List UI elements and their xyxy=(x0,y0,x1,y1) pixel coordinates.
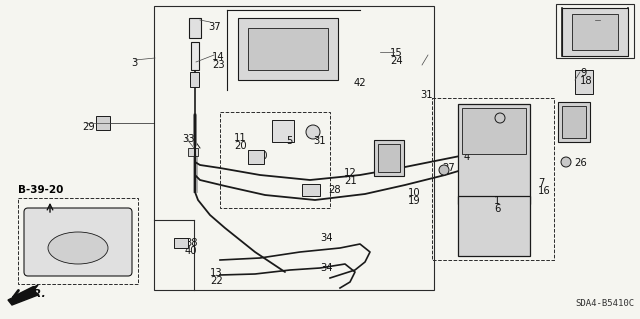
Text: 5: 5 xyxy=(286,136,292,146)
Text: 29: 29 xyxy=(82,122,95,132)
Text: 4: 4 xyxy=(464,152,470,162)
Circle shape xyxy=(561,157,571,167)
Bar xyxy=(220,112,330,208)
Text: 13: 13 xyxy=(210,268,223,278)
Bar xyxy=(191,42,199,70)
Text: 37: 37 xyxy=(208,22,221,32)
Text: 14: 14 xyxy=(212,52,225,62)
Text: 18: 18 xyxy=(580,76,593,86)
Bar xyxy=(96,116,110,130)
Text: 12: 12 xyxy=(344,168,356,178)
Text: 22: 22 xyxy=(210,276,223,286)
Text: 17: 17 xyxy=(510,144,523,154)
Bar xyxy=(562,8,628,56)
Text: 31: 31 xyxy=(420,90,433,100)
Text: 24: 24 xyxy=(390,56,403,66)
FancyBboxPatch shape xyxy=(24,208,132,276)
Circle shape xyxy=(439,165,449,175)
Text: B-39-20: B-39-20 xyxy=(18,185,63,195)
Bar xyxy=(562,106,586,138)
Bar xyxy=(272,120,294,142)
Bar xyxy=(238,18,338,80)
Text: 4: 4 xyxy=(464,110,470,120)
Text: 42: 42 xyxy=(354,78,367,88)
Bar xyxy=(575,70,593,94)
Text: 34: 34 xyxy=(320,233,333,243)
Text: 19: 19 xyxy=(408,196,420,206)
Text: 6: 6 xyxy=(494,204,500,214)
Bar xyxy=(248,150,264,164)
Bar xyxy=(18,198,138,284)
Bar xyxy=(154,6,434,290)
Text: 26: 26 xyxy=(574,158,587,168)
Bar xyxy=(572,14,618,50)
Text: 3: 3 xyxy=(131,58,137,68)
Text: 28: 28 xyxy=(328,185,340,195)
Bar xyxy=(190,72,199,87)
Text: 9: 9 xyxy=(580,68,586,78)
Bar xyxy=(462,108,526,154)
Text: 31: 31 xyxy=(313,136,326,146)
Bar xyxy=(302,184,320,196)
Bar xyxy=(189,18,201,38)
Circle shape xyxy=(495,113,505,123)
Text: 27: 27 xyxy=(442,163,455,173)
Text: 20: 20 xyxy=(234,141,246,151)
Circle shape xyxy=(306,125,320,139)
Ellipse shape xyxy=(48,232,108,264)
Bar xyxy=(174,238,188,248)
Text: 21: 21 xyxy=(344,176,356,186)
Text: 40: 40 xyxy=(185,246,198,256)
Polygon shape xyxy=(8,285,38,305)
Text: 15: 15 xyxy=(390,48,403,58)
Text: 25: 25 xyxy=(502,112,515,122)
Text: 2: 2 xyxy=(572,112,579,122)
Text: 34: 34 xyxy=(320,263,333,273)
Bar xyxy=(458,104,530,204)
Text: 10: 10 xyxy=(408,188,420,198)
Bar xyxy=(248,28,328,70)
Text: SDA4-B5410C: SDA4-B5410C xyxy=(576,299,635,308)
Text: 30: 30 xyxy=(255,151,268,161)
Text: 38: 38 xyxy=(185,238,198,248)
Text: 41: 41 xyxy=(596,24,609,34)
Bar xyxy=(432,98,554,260)
Text: 1: 1 xyxy=(494,196,500,206)
Bar xyxy=(188,148,198,156)
Text: 16: 16 xyxy=(538,186,551,196)
Text: 11: 11 xyxy=(234,133,247,143)
Bar xyxy=(558,102,590,142)
Text: 33: 33 xyxy=(182,134,195,144)
Bar xyxy=(556,4,634,58)
Text: 39: 39 xyxy=(596,16,609,26)
Text: 8: 8 xyxy=(510,136,516,146)
Text: 32: 32 xyxy=(380,148,392,158)
Bar xyxy=(458,196,530,256)
Bar xyxy=(378,144,400,172)
Text: 23: 23 xyxy=(212,60,225,70)
Bar xyxy=(374,140,404,176)
Text: 7: 7 xyxy=(538,178,545,188)
Text: FR.: FR. xyxy=(26,289,47,299)
